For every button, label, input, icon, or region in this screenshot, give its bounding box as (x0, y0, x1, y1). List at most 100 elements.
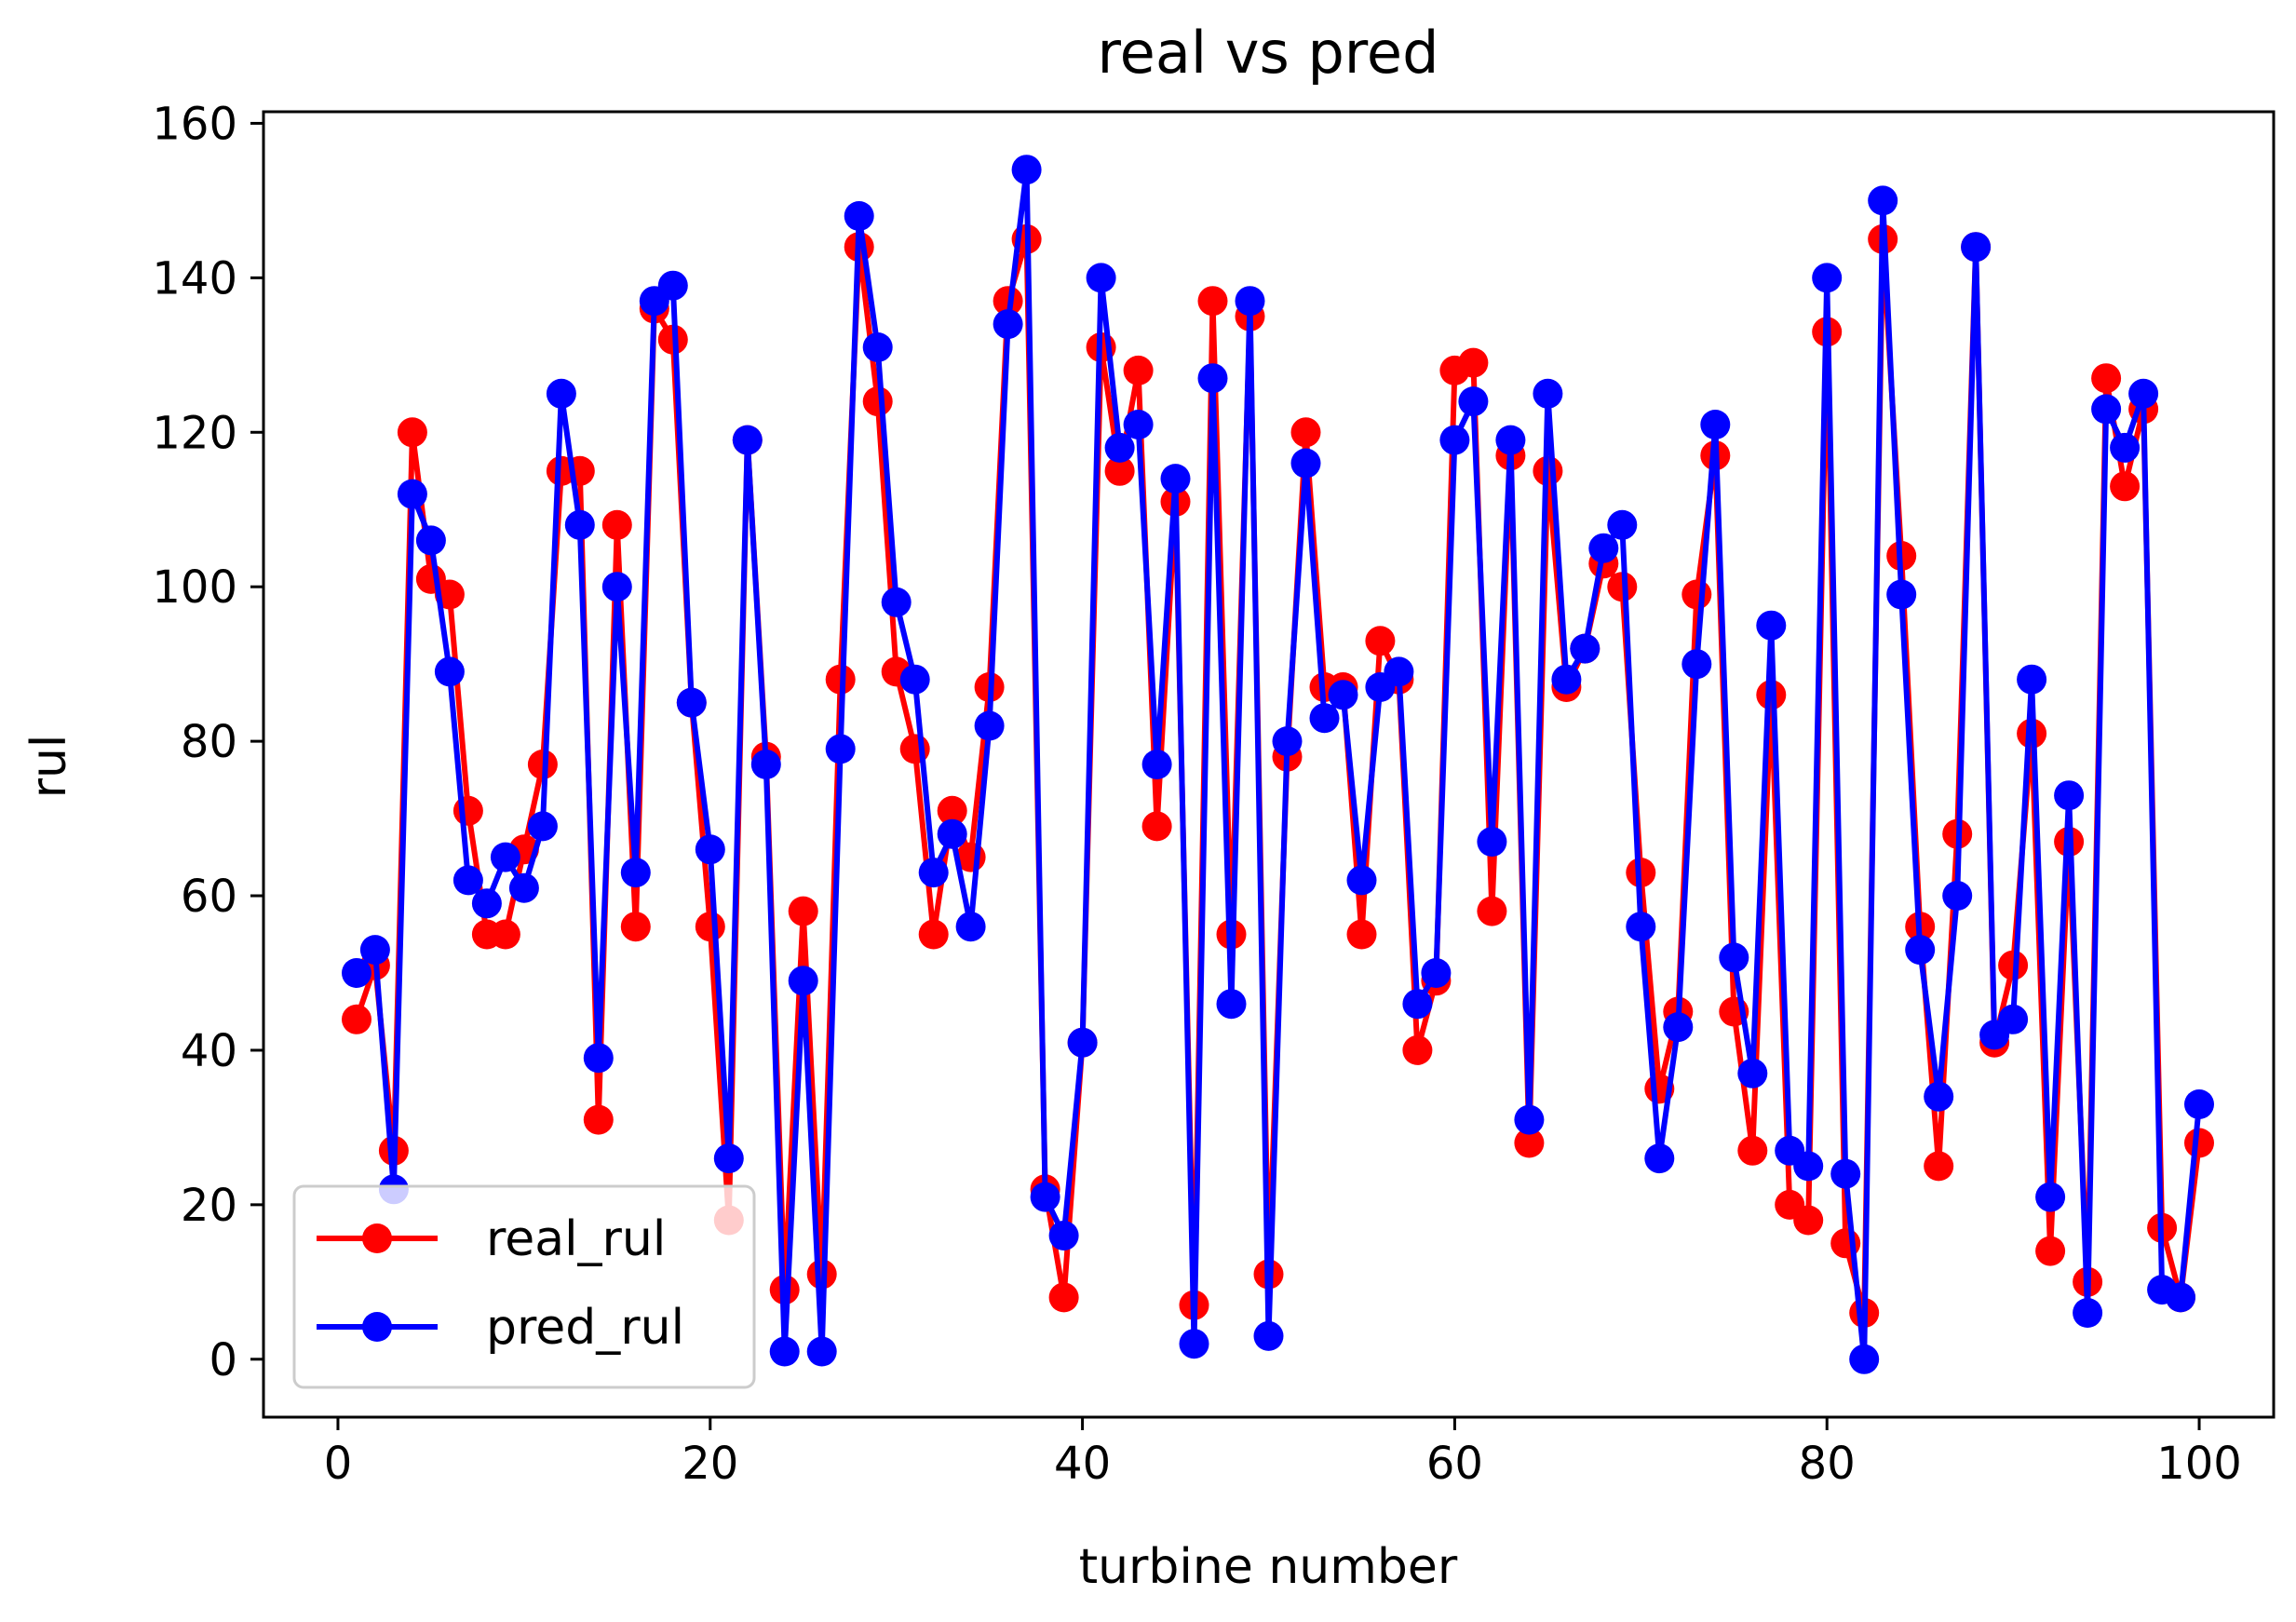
point-real-rul (862, 386, 893, 417)
point-pred-rul (1272, 726, 1303, 757)
point-real-rul (788, 896, 818, 926)
point-pred-rul (415, 525, 446, 556)
point-pred-rul (583, 1043, 614, 1074)
point-pred-rul (1086, 263, 1116, 293)
point-pred-rul (732, 425, 763, 455)
point-pred-rul (993, 309, 1023, 340)
point-pred-rul (508, 872, 539, 903)
point-pred-rul (1421, 958, 1452, 988)
point-pred-rul (1756, 610, 1787, 641)
point-real-rul (1290, 417, 1321, 448)
point-real-rul (2184, 1128, 2214, 1158)
point-pred-rul (1663, 1012, 1694, 1043)
point-real-rul (1737, 1135, 1768, 1166)
point-pred-rul (2128, 378, 2159, 409)
point-pred-rul (1346, 865, 1377, 896)
legend-marker-real-rul (362, 1223, 392, 1253)
point-real-rul (620, 912, 651, 942)
point-real-rul (1123, 355, 1154, 385)
point-pred-rul (750, 750, 781, 779)
point-pred-rul (974, 710, 1005, 741)
point-pred-rul (1793, 1151, 1824, 1182)
point-pred-rul (713, 1143, 744, 1174)
point-pred-rul (788, 966, 818, 996)
legend: real_rul pred_rul (292, 1184, 756, 1389)
point-pred-rul (1216, 989, 1247, 1020)
series-points-pred-rul (342, 155, 2214, 1374)
point-pred-rul (2017, 664, 2047, 695)
x-tick-label: 0 (324, 1438, 353, 1490)
point-pred-rul (937, 818, 967, 849)
point-real-rul (342, 1004, 371, 1034)
point-pred-rul (1533, 378, 1563, 409)
point-pred-rul (434, 656, 465, 687)
point-pred-rul (1253, 1320, 1284, 1351)
point-real-rul (1458, 347, 1489, 378)
point-real-rul (601, 509, 632, 540)
point-real-rul (452, 795, 483, 826)
point-pred-rul (1588, 533, 1619, 563)
point-pred-rul (620, 858, 651, 888)
point-pred-rul (1328, 680, 1358, 710)
point-pred-rul (397, 479, 427, 509)
point-pred-rul (1812, 263, 1843, 293)
point-real-rul (1793, 1205, 1824, 1236)
point-pred-rul (1849, 1344, 1880, 1374)
point-pred-rul (1570, 633, 1600, 664)
y-tick-label: 160 (152, 98, 237, 150)
point-pred-rul (899, 664, 930, 695)
point-real-rul (1197, 286, 1228, 317)
point-pred-rul (1607, 509, 1638, 540)
point-real-rul (1681, 579, 1712, 610)
x-axis-label: turbine number (1079, 1539, 1458, 1595)
point-pred-rul (452, 865, 483, 896)
point-real-rul (2035, 1236, 2066, 1266)
y-tick-label: 120 (152, 407, 237, 459)
point-pred-rul (1830, 1158, 1861, 1189)
point-pred-rul (1384, 656, 1414, 687)
x-tick-label: 80 (1799, 1438, 1856, 1490)
y-tick-label: 60 (181, 871, 237, 923)
point-real-rul (1402, 1034, 1433, 1065)
point-pred-rul (546, 378, 576, 409)
point-pred-rul (1439, 425, 1470, 455)
point-real-rul (695, 912, 725, 942)
point-pred-rul (564, 509, 595, 540)
x-tick-label: 20 (682, 1438, 738, 1490)
point-pred-rul (1998, 1004, 2029, 1034)
point-pred-rul (471, 888, 502, 919)
point-pred-rul (1942, 881, 1973, 911)
legend-label-pred-rul: pred_rul (486, 1300, 684, 1356)
point-pred-rul (490, 842, 520, 872)
point-pred-rul (1235, 286, 1265, 317)
point-pred-rul (1160, 464, 1191, 494)
point-pred-rul (1011, 155, 1042, 185)
point-real-rul (918, 919, 949, 950)
point-pred-rul (1868, 185, 1898, 216)
point-pred-rul (1681, 649, 1712, 680)
point-pred-rul (1197, 363, 1228, 394)
point-real-rul (1048, 1282, 1079, 1313)
point-real-rul (1104, 455, 1135, 486)
point-pred-rul (2054, 780, 2085, 811)
point-pred-rul (2166, 1282, 2195, 1313)
point-pred-rul (2091, 394, 2122, 425)
point-pred-rul (1067, 1027, 1098, 1058)
point-pred-rul (1514, 1104, 1545, 1135)
point-pred-rul (1458, 386, 1489, 417)
y-axis-label: rul (21, 735, 77, 799)
point-pred-rul (844, 201, 874, 231)
point-pred-rul (1551, 664, 1582, 695)
y-tick-label: 40 (181, 1025, 237, 1077)
point-pred-rul (1477, 827, 1507, 857)
point-pred-rul (1961, 232, 1992, 263)
point-pred-rul (1123, 410, 1154, 439)
point-pred-rul (601, 572, 632, 602)
y-tick-label: 0 (209, 1334, 237, 1386)
point-real-rul (1514, 1128, 1545, 1158)
x-tick-label: 60 (1426, 1438, 1483, 1490)
point-pred-rul (676, 687, 707, 718)
point-pred-rul (1141, 750, 1172, 779)
point-real-rul (1365, 626, 1396, 656)
